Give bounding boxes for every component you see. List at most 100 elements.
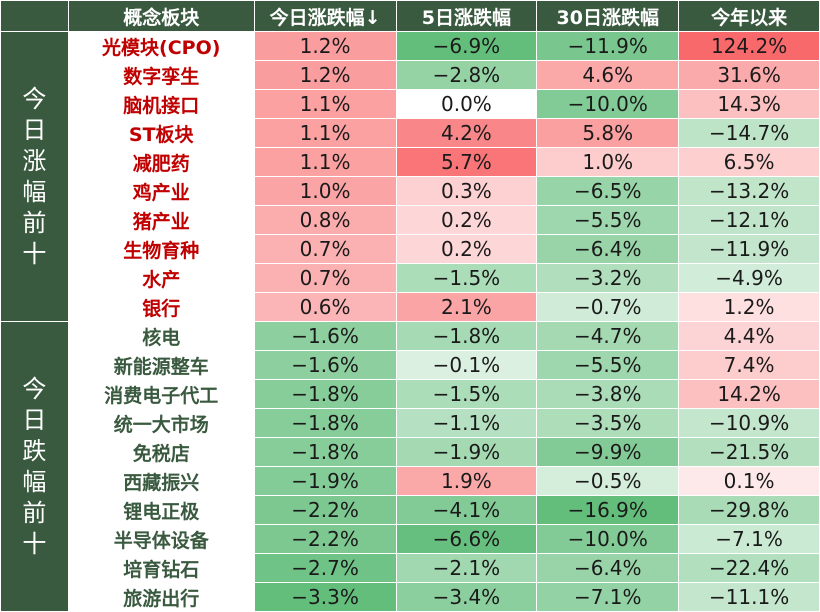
sector-name[interactable]: 核电 (67, 321, 255, 351)
table-row: 半导体设备 −2.2% −6.6% −10.0% −7.1% (1, 524, 820, 554)
sector-name[interactable]: 免税店 (67, 437, 255, 467)
cell-30day-change: −6.4% (536, 234, 680, 264)
cell-today-change: −1.6% (253, 321, 397, 351)
cell-ytd-change: 14.2% (678, 379, 820, 409)
cell-today-change: −2.7% (253, 553, 397, 583)
cell-30day-change: −10.0% (536, 524, 680, 554)
cell-30day-change: −4.7% (536, 321, 680, 351)
cell-5day-change: −6.9% (395, 31, 538, 61)
cell-ytd-change: 1.2% (678, 292, 820, 322)
cell-5day-change: −0.1% (395, 350, 538, 380)
cell-today-change: 0.7% (253, 234, 397, 264)
cell-today-change: −2.2% (253, 524, 397, 554)
table-row: 鸡产业 1.0% 0.3% −6.5% −13.2% (1, 176, 820, 206)
table-row: 免税店 −1.8% −1.9% −9.9% −21.5% (1, 437, 820, 467)
cell-ytd-change: −10.9% (678, 408, 820, 438)
cell-today-change: −3.3% (253, 582, 397, 612)
table-row: 生物育种 0.7% 0.2% −6.4% −11.9% (1, 234, 820, 264)
cell-today-change: 0.6% (253, 292, 397, 322)
cell-30day-change: −6.4% (536, 553, 680, 583)
cell-30day-change: 5.8% (536, 118, 680, 148)
cell-today-change: −1.8% (253, 379, 397, 409)
sector-name[interactable]: 统一大市场 (67, 408, 255, 438)
cell-ytd-change: 7.4% (678, 350, 820, 380)
cell-5day-change: 2.1% (395, 292, 538, 322)
cell-ytd-change: −13.2% (678, 176, 820, 206)
cell-ytd-change: 0.1% (678, 466, 820, 496)
sector-name[interactable]: ST板块 (67, 118, 255, 148)
sector-name[interactable]: 消费电子代工 (67, 379, 255, 409)
cell-30day-change: −11.9% (536, 31, 680, 61)
sector-name[interactable]: 生物育种 (67, 234, 255, 264)
sector-name[interactable]: 半导体设备 (67, 524, 255, 554)
table-row: 统一大市场 −1.8% −1.1% −3.5% −10.9% (1, 408, 820, 438)
table-row: 西藏振兴 −1.9% 1.9% −0.5% 0.1% (1, 466, 820, 496)
sector-name[interactable]: 旅游出行 (67, 582, 255, 612)
cell-5day-change: 0.0% (395, 89, 538, 119)
cell-5day-change: −1.5% (395, 379, 538, 409)
cell-5day-change: 0.2% (395, 234, 538, 264)
cell-5day-change: −6.6% (395, 524, 538, 554)
table-row: 消费电子代工 −1.8% −1.5% −3.8% 14.2% (1, 379, 820, 409)
cell-ytd-change: −12.1% (678, 205, 820, 235)
cell-30day-change: −5.5% (536, 205, 680, 235)
sector-name[interactable]: 猪产业 (67, 205, 255, 235)
cell-today-change: −1.8% (253, 408, 397, 438)
cell-today-change: 1.2% (253, 31, 397, 61)
cell-30day-change: −3.8% (536, 379, 680, 409)
cell-today-change: 1.1% (253, 118, 397, 148)
table-row: 旅游出行 −3.3% −3.4% −7.1% −11.1% (1, 582, 820, 612)
sector-name[interactable]: 西藏振兴 (67, 466, 255, 496)
section-label-top-losers: 今日跌幅前十 (0, 321, 69, 612)
cell-ytd-change: −21.5% (678, 437, 820, 467)
col-header-30day-change[interactable]: 30日涨跌幅 (536, 0, 680, 32)
cell-30day-change: −16.9% (536, 495, 680, 525)
cell-5day-change: −2.1% (395, 553, 538, 583)
header-row: 概念板块 今日涨跌幅↓ 5日涨跌幅 30日涨跌幅 今年以来 (0, 0, 820, 32)
col-header-today-change[interactable]: 今日涨跌幅↓ (253, 0, 397, 32)
cell-30day-change: −7.1% (536, 582, 680, 612)
cell-5day-change: 0.2% (395, 205, 538, 235)
col-header-ytd-change[interactable]: 今年以来 (678, 0, 820, 32)
header-spacer (0, 0, 69, 32)
sector-name[interactable]: 培育钻石 (67, 553, 255, 583)
sector-name[interactable]: 银行 (67, 292, 255, 322)
cell-today-change: −1.6% (253, 350, 397, 380)
cell-30day-change: −6.5% (536, 176, 680, 206)
sector-name[interactable]: 锂电正极 (67, 495, 255, 525)
col-header-sector[interactable]: 概念板块 (67, 0, 255, 32)
cell-today-change: −1.9% (253, 466, 397, 496)
cell-today-change: 1.1% (253, 147, 397, 177)
cell-5day-change: −1.9% (395, 437, 538, 467)
table-row: 银行 0.6% 2.1% −0.7% 1.2% (1, 292, 820, 322)
table-row: 猪产业 0.8% 0.2% −5.5% −12.1% (1, 205, 820, 235)
sector-name[interactable]: 光模块(CPO) (67, 31, 255, 61)
sector-name[interactable]: 新能源整车 (67, 350, 255, 380)
cell-30day-change: −3.2% (536, 263, 680, 293)
sector-name[interactable]: 脑机接口 (67, 89, 255, 119)
sector-name[interactable]: 鸡产业 (67, 176, 255, 206)
cell-5day-change: 1.9% (395, 466, 538, 496)
cell-today-change: 1.0% (253, 176, 397, 206)
cell-5day-change: 4.2% (395, 118, 538, 148)
cell-30day-change: −3.5% (536, 408, 680, 438)
cell-ytd-change: −22.4% (678, 553, 820, 583)
sector-name[interactable]: 数字孪生 (67, 60, 255, 90)
col-header-5day-change[interactable]: 5日涨跌幅 (395, 0, 538, 32)
cell-30day-change: 4.6% (536, 60, 680, 90)
sector-name[interactable]: 减肥药 (67, 147, 255, 177)
cell-ytd-change: −29.8% (678, 495, 820, 525)
cell-ytd-change: −14.7% (678, 118, 820, 148)
cell-ytd-change: 14.3% (678, 89, 820, 119)
table-row: 新能源整车 −1.6% −0.1% −5.5% 7.4% (1, 350, 820, 380)
sector-name[interactable]: 水产 (67, 263, 255, 293)
cell-30day-change: −10.0% (536, 89, 680, 119)
cell-5day-change: 5.7% (395, 147, 538, 177)
cell-30day-change: −9.9% (536, 437, 680, 467)
cell-today-change: 0.7% (253, 263, 397, 293)
cell-today-change: −2.2% (253, 495, 397, 525)
cell-5day-change: 0.3% (395, 176, 538, 206)
cell-5day-change: −4.1% (395, 495, 538, 525)
table-row: 数字孪生 1.2% −2.8% 4.6% 31.6% (1, 60, 820, 90)
